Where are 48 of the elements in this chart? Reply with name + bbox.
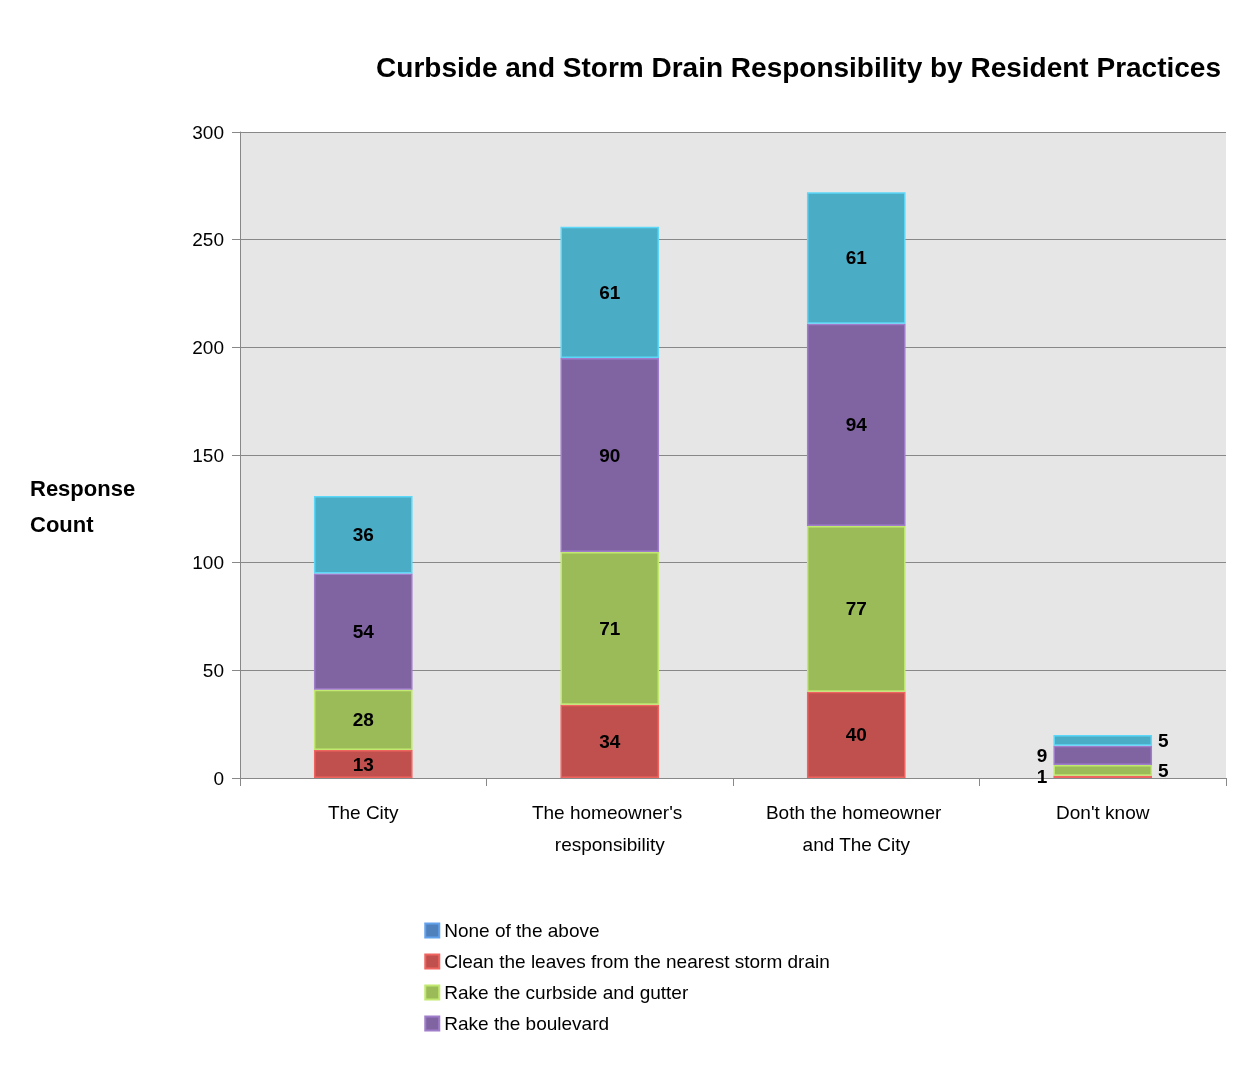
data-label: 61 [599, 281, 621, 303]
x-tick-label: The homeowner's responsibility [531, 801, 688, 855]
bar [1053, 745, 1153, 766]
bar [560, 704, 660, 778]
data-label: 40 [845, 724, 867, 746]
chart-title: Curbside and Storm Drain Responsibility by Resident Practices [376, 51, 1222, 83]
y-tick-label: 100 [192, 552, 224, 574]
y-tick-label: 0 [213, 767, 224, 789]
x-tick-label: The City [327, 801, 400, 823]
data-label: 36 [352, 524, 374, 546]
bar [806, 526, 906, 692]
data-label: 54 [352, 621, 375, 643]
data-label: 61 [845, 247, 868, 269]
data-label: 9 [1036, 744, 1048, 766]
data-label: 71 [599, 617, 621, 639]
data-label: 77 [845, 598, 867, 620]
y-axis-title: Response Count [30, 475, 142, 537]
y-tick-label: 150 [192, 444, 224, 466]
x-tick-label: Both the homeowner and The City [765, 801, 947, 855]
bar [1053, 765, 1153, 776]
bar [313, 573, 413, 690]
bar [560, 226, 660, 359]
bar [806, 691, 906, 778]
data-label: 90 [599, 444, 621, 466]
legend-label: Rake the boulevard [444, 1013, 610, 1034]
data-label: 28 [352, 709, 374, 731]
y-tick-label: 50 [202, 659, 224, 681]
bar [560, 551, 660, 705]
bar [560, 358, 660, 552]
bar [806, 192, 906, 324]
bar [313, 689, 413, 751]
y-tick-label: 200 [192, 336, 224, 358]
y-tick-label: 250 [192, 229, 224, 251]
data-label: 34 [599, 730, 621, 752]
legend-label: Clean the leaves from the nearest storm drain [444, 951, 830, 972]
bar [806, 323, 906, 527]
legend-label: Rake the curbside and gutter [444, 982, 689, 1003]
data-label: 5 [1158, 729, 1170, 751]
bar [1053, 734, 1153, 746]
data-label: 94 [845, 414, 868, 436]
data-label: 1 [1036, 766, 1048, 788]
y-tick-label: 300 [192, 121, 224, 143]
bar [313, 495, 413, 574]
legend-label: None of the above [444, 920, 600, 941]
bar [313, 750, 413, 778]
data-label: 13 [352, 753, 374, 775]
x-tick-label: Don't know [1056, 801, 1150, 823]
data-label: 5 [1158, 759, 1170, 781]
